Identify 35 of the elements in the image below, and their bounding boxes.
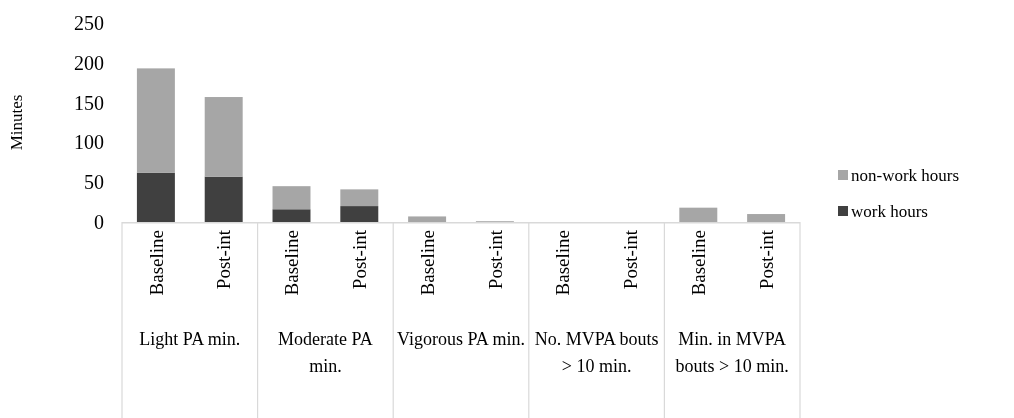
text: Vigorous PA min.: [397, 329, 525, 349]
text: No. MVPA bouts > 10 min.: [534, 329, 659, 376]
x-tick-label: Post-int: [620, 229, 642, 290]
x-tick-label: Post-int: [213, 229, 235, 290]
y-tick-label: 250: [74, 12, 104, 34]
x-tick-label: Post-int: [348, 229, 370, 290]
x-tick-label: Baseline: [552, 230, 574, 296]
y-tick-label: 100: [74, 131, 104, 154]
x-tick-label: Baseline: [145, 230, 167, 296]
bar: [679, 207, 718, 222]
bar: [340, 206, 379, 222]
x-tick-label: Baseline: [687, 230, 709, 296]
text: Min. in MVPA bouts > 10 min.: [675, 329, 789, 376]
x-tick-label: Baseline: [281, 230, 303, 296]
bar: [136, 172, 175, 222]
bar: [204, 176, 243, 222]
bar: [272, 186, 311, 210]
bar: [408, 216, 447, 222]
bar: [747, 214, 786, 222]
legend-label: non-work hours: [851, 165, 960, 185]
legend-label: work hours: [851, 201, 928, 221]
x-tick-label: Post-int: [484, 229, 506, 290]
bar: [204, 97, 243, 177]
y-tick-label: 150: [74, 91, 104, 114]
x-tick-label: Post-int: [755, 229, 777, 290]
text: Moderate PA min.: [277, 329, 373, 376]
x-tick-label: Baseline: [416, 230, 438, 296]
bar: [340, 189, 379, 207]
y-tick-label: 200: [74, 51, 104, 74]
y-tick-label: 0: [94, 211, 104, 233]
text: Light PA min.: [139, 329, 241, 349]
bar: [136, 68, 175, 173]
bar: [272, 209, 311, 222]
y-axis-title: Minutes: [7, 94, 26, 151]
y-tick-label: 50: [84, 171, 104, 194]
